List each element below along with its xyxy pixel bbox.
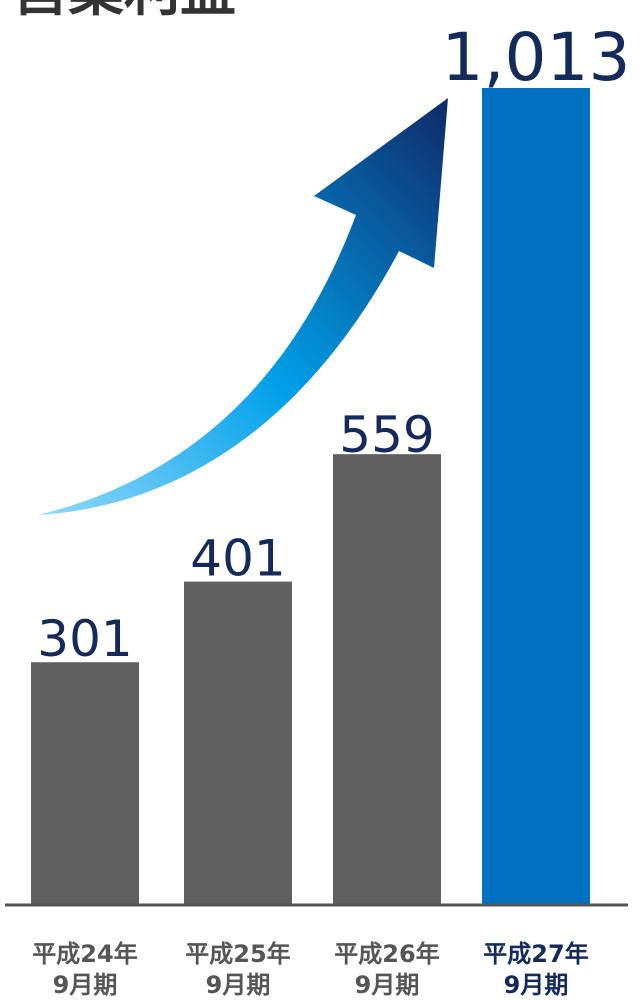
category-label-1-line-2: 9月期	[53, 971, 118, 999]
growth-arrow-icon	[38, 98, 448, 515]
category-label-3-line-1: 平成26年	[334, 940, 439, 968]
category-label-2-line-2: 9月期	[206, 971, 271, 999]
value-label-3: 559	[339, 406, 434, 464]
category-label-2-line-1: 平成25年	[185, 940, 290, 968]
bar-1	[31, 662, 139, 905]
bars-layer	[31, 88, 590, 905]
bar-3	[333, 454, 441, 905]
category-label-4-line-2: 9月期	[504, 971, 569, 999]
value-label-2: 401	[190, 530, 285, 588]
chart-title: 営業利益	[12, 0, 236, 24]
category-label-1-line-1: 平成24年	[32, 940, 137, 968]
value-labels-layer: 301 401 559 1,013	[37, 19, 630, 668]
value-label-4: 1,013	[442, 19, 631, 96]
category-labels-layer: 平成24年 9月期 平成25年 9月期 平成26年 9月期 平成27年 9月期	[32, 940, 588, 999]
category-label-3-line-2: 9月期	[355, 971, 420, 999]
bar-2	[184, 581, 292, 905]
category-label-4-line-1: 平成27年	[483, 940, 588, 968]
value-label-1: 301	[37, 610, 132, 668]
bar-4	[482, 88, 590, 905]
